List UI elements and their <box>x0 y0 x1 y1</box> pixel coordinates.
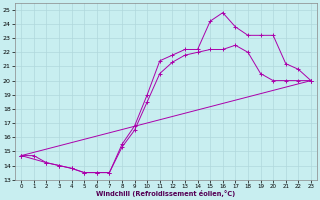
X-axis label: Windchill (Refroidissement éolien,°C): Windchill (Refroidissement éolien,°C) <box>96 190 236 197</box>
